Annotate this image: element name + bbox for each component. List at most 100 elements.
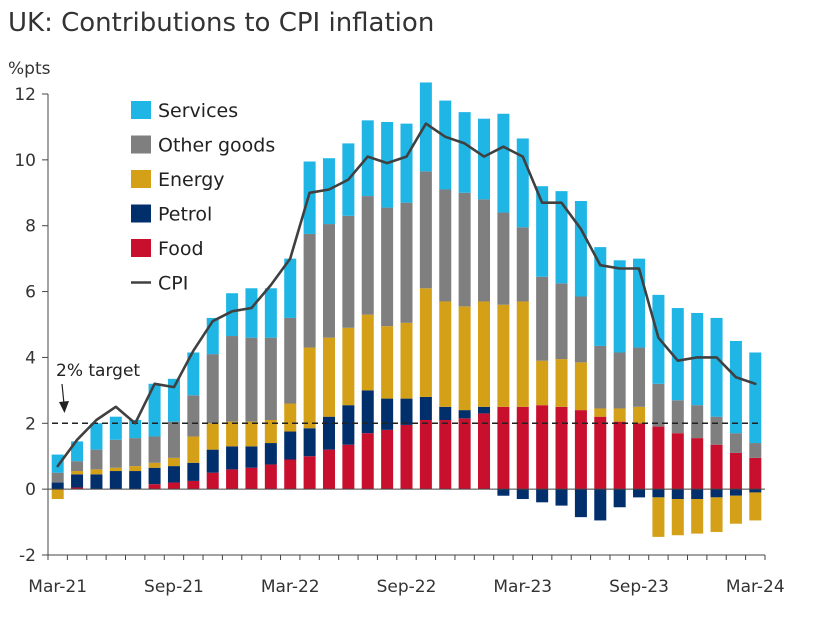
- bar-segment-services: [51, 454, 64, 473]
- bar-segment-food: [226, 469, 239, 490]
- bar-segment-energy: [497, 304, 510, 407]
- bars-group: [48, 82, 765, 537]
- bar-segment-petrol: [109, 471, 122, 490]
- bar-segment-petrol: [148, 467, 161, 485]
- legend-swatch: [131, 170, 151, 188]
- bar-segment-other-goods: [652, 383, 665, 427]
- legend-swatch: [131, 204, 151, 223]
- bar-segment-services: [536, 186, 549, 277]
- bar-segment-petrol: [710, 489, 723, 498]
- y-tick-label: 6: [25, 283, 36, 303]
- bar-segment-energy: [749, 492, 762, 521]
- legend-label: Petrol: [158, 204, 212, 226]
- y-tick-label: 10: [14, 151, 36, 171]
- bar-segment-energy: [129, 466, 142, 472]
- bar-segment-petrol: [206, 449, 219, 473]
- bar-segment-petrol: [536, 489, 549, 503]
- x-tick-label: Mar-24: [726, 577, 785, 597]
- bar-segment-other-goods: [206, 354, 219, 424]
- x-tick-label: Sep-23: [609, 577, 669, 597]
- bar-segment-services: [167, 378, 180, 422]
- bar-segment-services: [516, 138, 529, 228]
- bar-segment-food: [148, 484, 161, 490]
- bar-segment-services: [574, 201, 587, 297]
- bar-segment-food: [400, 424, 413, 490]
- bar-segment-services: [245, 288, 258, 338]
- bar-segment-petrol: [594, 489, 607, 521]
- bar-segment-energy: [729, 495, 742, 524]
- y-tick-label: 8: [25, 217, 36, 237]
- bar-segment-other-goods: [613, 352, 626, 409]
- bar-segment-food: [439, 419, 452, 490]
- y-tick-label: 2: [25, 414, 36, 434]
- bar-segment-energy: [536, 360, 549, 406]
- bar-segment-food: [381, 429, 394, 490]
- cpi-line-group: [56, 122, 757, 468]
- bar-segment-petrol: [264, 443, 277, 465]
- bar-segment-food: [478, 413, 491, 490]
- bar-segment-services: [400, 123, 413, 203]
- bar-segment-services: [555, 191, 568, 284]
- bar-segment-services: [710, 317, 723, 417]
- bar-segment-services: [419, 82, 432, 172]
- bar-segment-petrol: [497, 489, 510, 496]
- x-tick-label: Mar-21: [28, 577, 87, 597]
- bar-segment-energy: [245, 421, 258, 447]
- bar-segment-energy: [613, 408, 626, 422]
- cpi-line: [56, 122, 757, 468]
- bar-segment-other-goods: [342, 215, 355, 328]
- bar-segment-other-goods: [458, 192, 471, 307]
- bar-segment-other-goods: [129, 438, 142, 467]
- bar-segment-petrol: [749, 489, 762, 493]
- bar-segment-petrol: [458, 410, 471, 419]
- bar-segment-other-goods: [51, 472, 64, 483]
- bar-segment-energy: [206, 423, 219, 450]
- x-tick-label: Sep-21: [144, 577, 204, 597]
- bar-segment-energy: [594, 408, 607, 417]
- bar-segment-energy: [478, 301, 491, 407]
- bar-segment-other-goods: [439, 189, 452, 302]
- bar-segment-other-goods: [226, 336, 239, 422]
- legend-swatch: [131, 239, 151, 257]
- bar-segment-services: [671, 308, 684, 401]
- bar-segment-services: [613, 260, 626, 353]
- bar-segment-petrol: [90, 474, 103, 490]
- bar-segment-other-goods: [536, 276, 549, 361]
- bar-segment-food: [322, 449, 335, 490]
- bar-segment-energy: [71, 471, 84, 475]
- bar-segment-energy: [90, 469, 103, 475]
- bar-segment-other-goods: [691, 405, 704, 439]
- bar-segment-services: [129, 419, 142, 439]
- bar-segment-petrol: [381, 398, 394, 430]
- bar-segment-energy: [342, 327, 355, 406]
- bar-segment-food: [71, 487, 84, 490]
- bar-segment-petrol: [361, 390, 374, 434]
- bar-segment-services: [381, 121, 394, 208]
- bar-segment-petrol: [284, 431, 297, 460]
- bar-segment-other-goods: [497, 212, 510, 305]
- bar-segment-services: [691, 312, 704, 406]
- x-axis: Mar-21 Sep-21 Mar-22 Sep-22 Mar-23 Sep-23 Mar-…: [28, 554, 785, 597]
- bar-segment-energy: [633, 406, 646, 424]
- bar-segment-petrol: [691, 489, 704, 500]
- bar-segment-petrol: [419, 396, 432, 420]
- bar-segment-other-goods: [361, 196, 374, 315]
- bar-segment-energy: [574, 362, 587, 411]
- bar-segment-food: [187, 480, 200, 490]
- bar-segment-petrol: [613, 489, 626, 508]
- bar-segment-food: [574, 410, 587, 490]
- bar-segment-other-goods: [322, 224, 335, 338]
- bar-segment-energy: [109, 467, 122, 472]
- bar-segment-food: [206, 472, 219, 490]
- bar-segment-other-goods: [594, 345, 607, 409]
- bar-segment-petrol: [478, 406, 491, 414]
- legend-label: Food: [158, 238, 204, 260]
- bar-segment-other-goods: [303, 233, 316, 348]
- x-tick-label: Sep-22: [377, 577, 437, 597]
- bar-segment-energy: [710, 497, 723, 532]
- chart-title: UK: Contributions to CPI inflation: [8, 8, 435, 38]
- bar-segment-food: [555, 406, 568, 490]
- bar-segment-petrol: [574, 489, 587, 518]
- bar-segment-food: [710, 444, 723, 490]
